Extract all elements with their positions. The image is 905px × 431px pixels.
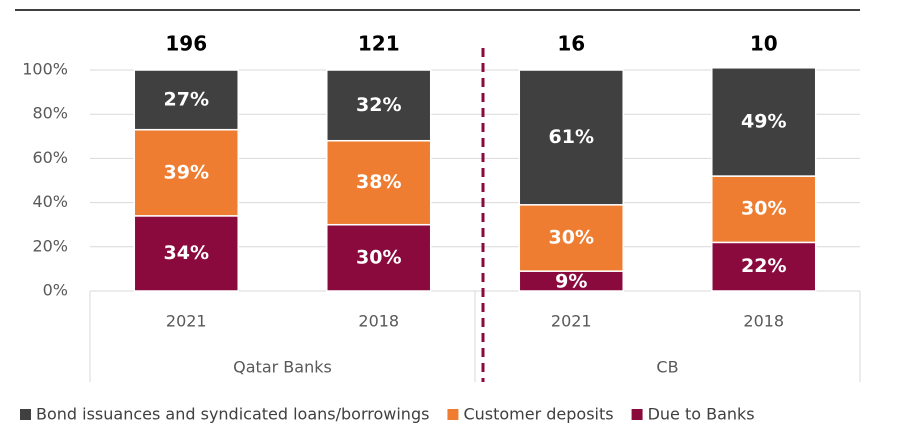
y-tick-label: 0% <box>43 281 68 300</box>
value-label: 22% <box>741 255 786 277</box>
bar-segment <box>133 215 239 292</box>
y-tick-label: 60% <box>32 148 68 167</box>
group-label: CB <box>656 358 678 377</box>
value-label: 30% <box>549 226 594 248</box>
x-tick-label: 2018 <box>743 312 784 331</box>
x-tick-label: 2018 <box>358 312 399 331</box>
bar-segment <box>133 128 239 217</box>
legend-swatch <box>447 409 459 420</box>
bar-segment <box>326 69 432 142</box>
y-tick-label: 80% <box>32 104 68 123</box>
value-label: 27% <box>164 88 209 110</box>
y-tick-label: 20% <box>32 236 68 255</box>
group-label: Qatar Banks <box>233 358 332 377</box>
bar-segment <box>711 67 817 177</box>
bar-segment <box>326 223 432 292</box>
total-label: 196 <box>165 32 207 56</box>
bar-segment <box>711 175 817 244</box>
value-label: 39% <box>164 161 209 183</box>
value-label: 38% <box>356 171 401 193</box>
legend-label: Customer deposits <box>463 405 613 424</box>
bar-segment <box>518 204 624 272</box>
total-label: 10 <box>750 32 778 56</box>
legend-swatch <box>20 409 31 420</box>
bar-segment <box>326 139 432 226</box>
value-label: 30% <box>356 246 401 268</box>
value-label: 49% <box>741 110 786 132</box>
x-tick-label: 2021 <box>166 312 207 331</box>
bar-segment <box>711 241 817 292</box>
value-label: 9% <box>555 271 587 293</box>
y-tick-label: 100% <box>22 60 68 79</box>
value-label: 30% <box>741 198 786 220</box>
value-label: 32% <box>356 94 401 116</box>
x-tick-label: 2021 <box>551 312 592 331</box>
legend-label: Bond issuances and syndicated loans/borr… <box>36 405 429 424</box>
value-label: 34% <box>164 242 209 264</box>
total-label: 16 <box>557 32 585 56</box>
legend-swatch <box>631 409 643 420</box>
y-tick-label: 40% <box>32 192 68 211</box>
bar-segment <box>133 69 239 131</box>
bar-segment <box>518 69 624 206</box>
value-label: 61% <box>549 126 594 148</box>
total-label: 121 <box>358 32 400 56</box>
legend-label: Due to Banks <box>648 405 755 424</box>
